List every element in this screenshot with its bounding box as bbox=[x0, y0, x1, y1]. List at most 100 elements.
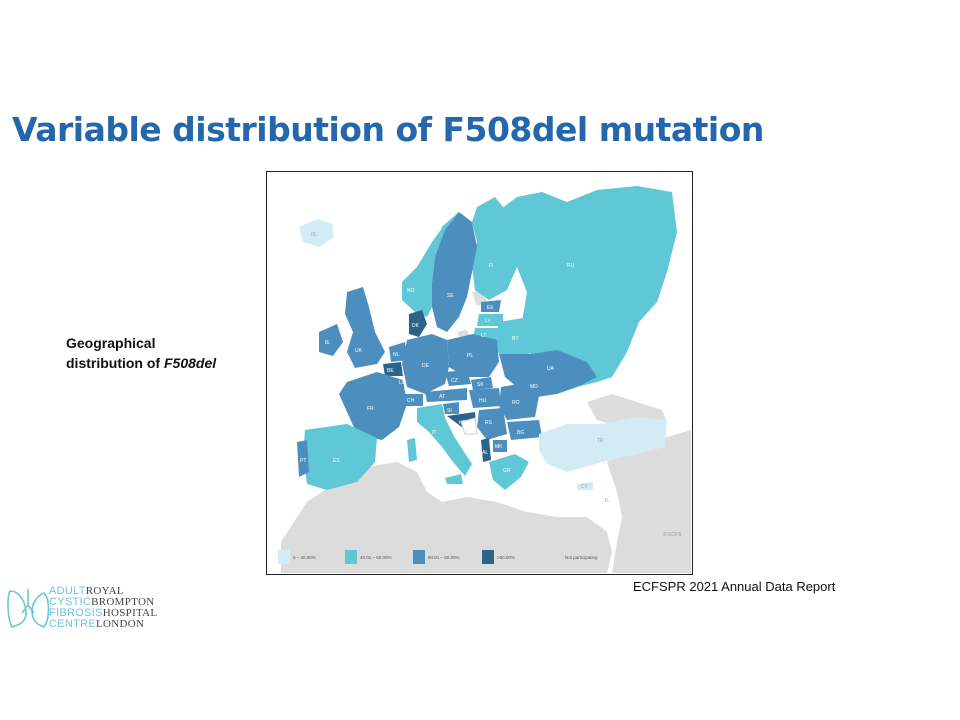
label-se: SE bbox=[447, 293, 454, 299]
logo-left-2: CYSTIC bbox=[49, 596, 92, 608]
map-legend: 0 – 40.00% 40.01 – 60.00% 60.01 – 80.00%… bbox=[278, 550, 598, 564]
iceland bbox=[299, 219, 334, 247]
legend-swatch-2 bbox=[413, 550, 425, 564]
label-mk: MK bbox=[495, 444, 503, 450]
austria bbox=[425, 388, 467, 402]
portugal bbox=[297, 440, 309, 477]
label-si: SI bbox=[447, 408, 452, 414]
belgium bbox=[383, 362, 403, 376]
label-gr: GR bbox=[503, 468, 511, 474]
label-ro: RO bbox=[512, 400, 520, 406]
netherlands bbox=[389, 342, 407, 362]
macedonia bbox=[493, 440, 507, 452]
label-ua: UA bbox=[547, 366, 555, 372]
caption-line-2-prefix: distribution of bbox=[66, 355, 164, 371]
albania bbox=[481, 438, 491, 462]
label-sk: SK bbox=[477, 382, 484, 388]
legend-swatch-4 bbox=[550, 550, 562, 564]
hungary bbox=[469, 388, 501, 408]
label-pl: PL bbox=[467, 353, 473, 359]
ireland bbox=[319, 324, 343, 356]
legend-label-3: >80.00% bbox=[497, 555, 515, 560]
caption-line-2: distribution of F508del bbox=[66, 353, 216, 373]
label-ch: CH bbox=[407, 398, 415, 404]
label-hr: HR bbox=[459, 420, 467, 426]
serbia bbox=[477, 408, 507, 440]
sicily bbox=[445, 474, 463, 484]
label-dk: DK bbox=[412, 323, 420, 329]
label-me: ME bbox=[473, 434, 481, 440]
romania bbox=[499, 382, 539, 420]
cyprus bbox=[577, 482, 593, 490]
label-hu: HU bbox=[479, 398, 487, 404]
label-ie: IE bbox=[325, 340, 330, 346]
label-fr: FR bbox=[367, 406, 374, 412]
middle-east bbox=[607, 430, 691, 573]
non-participating-land bbox=[281, 290, 691, 573]
label-fi: FI bbox=[489, 263, 493, 269]
logo-right-4: LONDON bbox=[96, 618, 145, 630]
spain bbox=[303, 424, 377, 490]
finland bbox=[472, 197, 517, 300]
turkey bbox=[539, 417, 667, 472]
logo-left-1: ADULT bbox=[49, 585, 86, 597]
label-no: NO bbox=[407, 288, 415, 294]
bulgaria bbox=[507, 420, 542, 440]
label-ru: RU bbox=[567, 263, 575, 269]
label-nl: NL bbox=[393, 352, 400, 358]
label-al: AL bbox=[482, 450, 488, 456]
label-pt: PT bbox=[300, 458, 306, 464]
italy bbox=[417, 404, 472, 476]
label-tr: TR bbox=[597, 438, 604, 444]
label-md: MD bbox=[530, 384, 538, 390]
europe-map-svg: RU FI SE NO DK EE LV LT BY UA PL DE NL B… bbox=[278, 186, 691, 573]
estonia bbox=[481, 300, 501, 312]
slovakia bbox=[471, 377, 493, 390]
label-de: DE bbox=[422, 363, 430, 369]
label-lu: LU bbox=[399, 380, 406, 386]
france bbox=[339, 372, 407, 440]
germany bbox=[402, 334, 449, 394]
logo-wordmark: ADULTROYAL CYSTICBROMPTON FIBROSISHOSPIT… bbox=[49, 586, 157, 630]
map-caption: Geographical distribution of F508del bbox=[66, 333, 216, 373]
label-be: BE bbox=[387, 368, 394, 374]
logo-left-3: FIBROSIS bbox=[49, 607, 103, 619]
label-is: IS bbox=[311, 232, 316, 238]
label-uk: UK bbox=[355, 348, 363, 354]
label-bg: BG bbox=[517, 430, 524, 436]
czech bbox=[445, 370, 471, 386]
label-cy: CY bbox=[581, 484, 589, 490]
legend-label-4: Not participating bbox=[565, 555, 598, 560]
map-credit: © ECFS bbox=[663, 531, 682, 538]
caption-line-1: Geographical bbox=[66, 335, 156, 351]
norway bbox=[402, 212, 459, 317]
hospital-logo bbox=[7, 589, 50, 628]
legend-label-2: 60.01 – 80.00% bbox=[428, 555, 460, 560]
latvia bbox=[477, 314, 503, 326]
north-africa bbox=[281, 462, 612, 573]
label-by: BY bbox=[512, 336, 519, 342]
logo-right-3: HOSPITAL bbox=[102, 607, 158, 619]
label-lv: LV bbox=[485, 318, 491, 324]
label-ee: EE bbox=[487, 305, 494, 311]
belarus bbox=[495, 317, 539, 354]
sardinia bbox=[407, 438, 417, 462]
logo-right-2: BROMPTON bbox=[91, 596, 155, 608]
slovenia bbox=[443, 402, 459, 414]
switzerland bbox=[403, 394, 423, 406]
slide-title: Variable distribution of F508del mutatio… bbox=[12, 110, 764, 149]
label-at: AT bbox=[439, 394, 445, 400]
logo-right-1: ROYAL bbox=[85, 585, 124, 597]
label-cz: CZ bbox=[451, 378, 458, 384]
source-citation: ECFSPR 2021 Annual Data Report bbox=[633, 579, 836, 594]
label-it: IT bbox=[432, 430, 436, 436]
logo-left-4: CENTRE bbox=[49, 618, 97, 630]
caption-line-2-emphasis: F508del bbox=[163, 355, 217, 371]
denmark bbox=[409, 310, 427, 337]
label-il: IL bbox=[605, 498, 609, 504]
label-rs: RS bbox=[485, 420, 493, 426]
sweden bbox=[432, 212, 477, 332]
lungs-logo-icon bbox=[7, 589, 50, 628]
europe-map: RU FI SE NO DK EE LV LT BY UA PL DE NL B… bbox=[266, 171, 693, 575]
legend-label-0: 0 – 40.00% bbox=[293, 555, 316, 560]
